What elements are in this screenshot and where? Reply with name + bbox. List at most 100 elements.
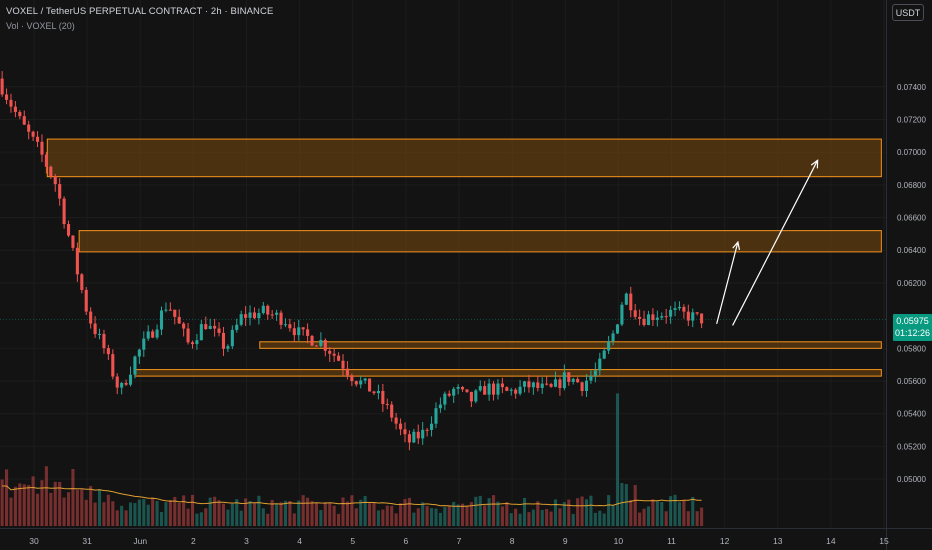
volume-bar [363, 496, 367, 526]
volume-bar [337, 513, 341, 526]
volume-bar [217, 500, 221, 526]
candle-body [288, 324, 292, 329]
time-tick-label: 9 [563, 536, 568, 546]
time-tick-label: Jun [133, 536, 147, 546]
time-tick-label: 12 [720, 536, 730, 546]
candle-body [615, 324, 620, 334]
resistance-zone-lower[interactable] [78, 230, 882, 253]
time-tick-label: 3 [244, 536, 249, 546]
candle-body [18, 112, 22, 117]
candle-body [93, 323, 97, 335]
candle-body [460, 387, 465, 390]
volume-bar [642, 508, 646, 526]
volume-bar [261, 508, 265, 526]
resistance-zone-upper[interactable] [46, 138, 882, 178]
volume-bar [128, 502, 133, 526]
volume-bar [403, 499, 407, 526]
candle-body [669, 309, 673, 317]
volume-bar [266, 513, 270, 526]
time-tick-label: 8 [510, 536, 515, 546]
candle-body [700, 313, 704, 324]
candle-body [368, 378, 372, 392]
candle-body [562, 372, 566, 389]
candle-body [646, 314, 651, 326]
candle-body [412, 431, 416, 443]
candle-body [642, 318, 646, 326]
volume-bar [483, 505, 487, 526]
candle-body [611, 333, 615, 342]
candle-body [75, 247, 79, 275]
candle-body [66, 224, 71, 236]
candle-body [80, 274, 84, 290]
support-zone-lower[interactable] [134, 369, 882, 377]
candle-body [527, 381, 531, 388]
time-axis[interactable]: 3031Jun2345678910111213141516 [29, 536, 932, 546]
candle-body [328, 350, 332, 354]
volume-bar [633, 485, 637, 526]
candle-body [84, 289, 88, 312]
arrow-short[interactable] [716, 240, 741, 324]
candle-body [567, 372, 571, 382]
volume-bar [686, 511, 690, 526]
candle-body [89, 311, 93, 324]
time-tick-label: 2 [191, 536, 196, 546]
candle-body [35, 136, 40, 142]
candle-body [354, 381, 358, 385]
candle-body [390, 404, 394, 418]
candle-body [31, 131, 35, 137]
currency-button[interactable]: USDT [892, 4, 924, 21]
volume-bar [624, 484, 628, 526]
volume-bar [456, 504, 460, 526]
time-tick-label: 4 [297, 536, 302, 546]
candle-body [536, 382, 540, 388]
candle-body [22, 116, 26, 125]
candle-body [691, 312, 695, 321]
candle-body [270, 314, 274, 316]
volume-bar [133, 503, 137, 526]
arrow-long[interactable] [732, 159, 819, 326]
candle-body [248, 312, 252, 318]
candle-body [208, 325, 212, 330]
candles [0, 71, 704, 451]
candle-body [598, 358, 602, 371]
volume-bar [567, 499, 571, 526]
support-zone-upper[interactable] [259, 341, 882, 349]
candle-body [106, 348, 110, 355]
candle-body [5, 94, 9, 100]
zones[interactable] [46, 138, 882, 377]
volume-bar [673, 494, 677, 526]
candle-body [159, 310, 164, 330]
volume-bar [443, 507, 447, 526]
volume-bar [297, 500, 301, 526]
volume-bar [239, 510, 243, 526]
arrows[interactable] [716, 159, 819, 326]
volume-bar [213, 496, 217, 526]
candle-body [677, 306, 682, 309]
candle-body [381, 390, 385, 405]
volume-bar [602, 513, 606, 526]
price-axis[interactable]: 0.07400 0.07200 0.07000 0.06800 0.06600 0.064… [897, 83, 926, 484]
candle-body [456, 387, 460, 389]
price-tick-label: 0.06400 [897, 246, 926, 255]
volume-bar [328, 503, 332, 526]
price-tick-label: 0.06600 [897, 214, 926, 223]
candle-body [443, 393, 447, 405]
volume-bar [288, 501, 292, 526]
candle-body [97, 333, 102, 335]
candle-body [620, 304, 624, 325]
candle-body [230, 329, 234, 347]
volume-bar [182, 495, 186, 526]
volume-bar [354, 508, 358, 526]
candle-body [633, 310, 637, 317]
price-tick-label: 0.07400 [897, 83, 926, 92]
candle-body [483, 386, 487, 395]
volume-indicator-label[interactable]: Vol · VOXEL (20) [6, 21, 75, 31]
volume-bar [487, 498, 491, 526]
candle-body [372, 391, 376, 394]
candle-body [266, 305, 270, 315]
candle-body [221, 332, 226, 349]
volume-bar [607, 495, 611, 526]
volume-bar [412, 512, 416, 526]
candle-body [71, 235, 75, 248]
